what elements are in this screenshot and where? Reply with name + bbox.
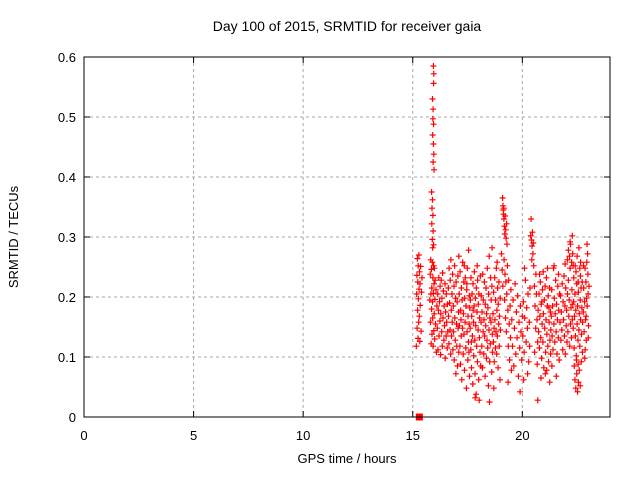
y-axis-label: SRMTID / TECUs: [6, 185, 21, 288]
y-tick-label: 0.2: [58, 290, 76, 305]
y-tick-label: 0.4: [58, 170, 76, 185]
x-tick-label: 0: [80, 428, 87, 443]
plot-border: [83, 56, 611, 418]
chart-title: Day 100 of 2015, SRMTID for receiver gai…: [213, 18, 482, 34]
x-tick-label: 15: [406, 428, 420, 443]
scatter-points: [413, 63, 592, 405]
plot-area: 0 5 10 15 20 0 0.1 0.2 0.3 0.4 0.5 0.6: [58, 50, 611, 443]
y-tick-label: 0.5: [58, 110, 76, 125]
y-tick-label: 0.3: [58, 230, 76, 245]
x-tick-label: 20: [515, 428, 529, 443]
x-axis-label: GPS time / hours: [298, 451, 397, 466]
x-tick-label: 10: [296, 428, 310, 443]
y-tick-label: 0.1: [58, 350, 76, 365]
y-tick-label: 0: [69, 410, 76, 425]
x-tick-label: 5: [190, 428, 197, 443]
y-tick-label: 0.6: [58, 50, 76, 65]
